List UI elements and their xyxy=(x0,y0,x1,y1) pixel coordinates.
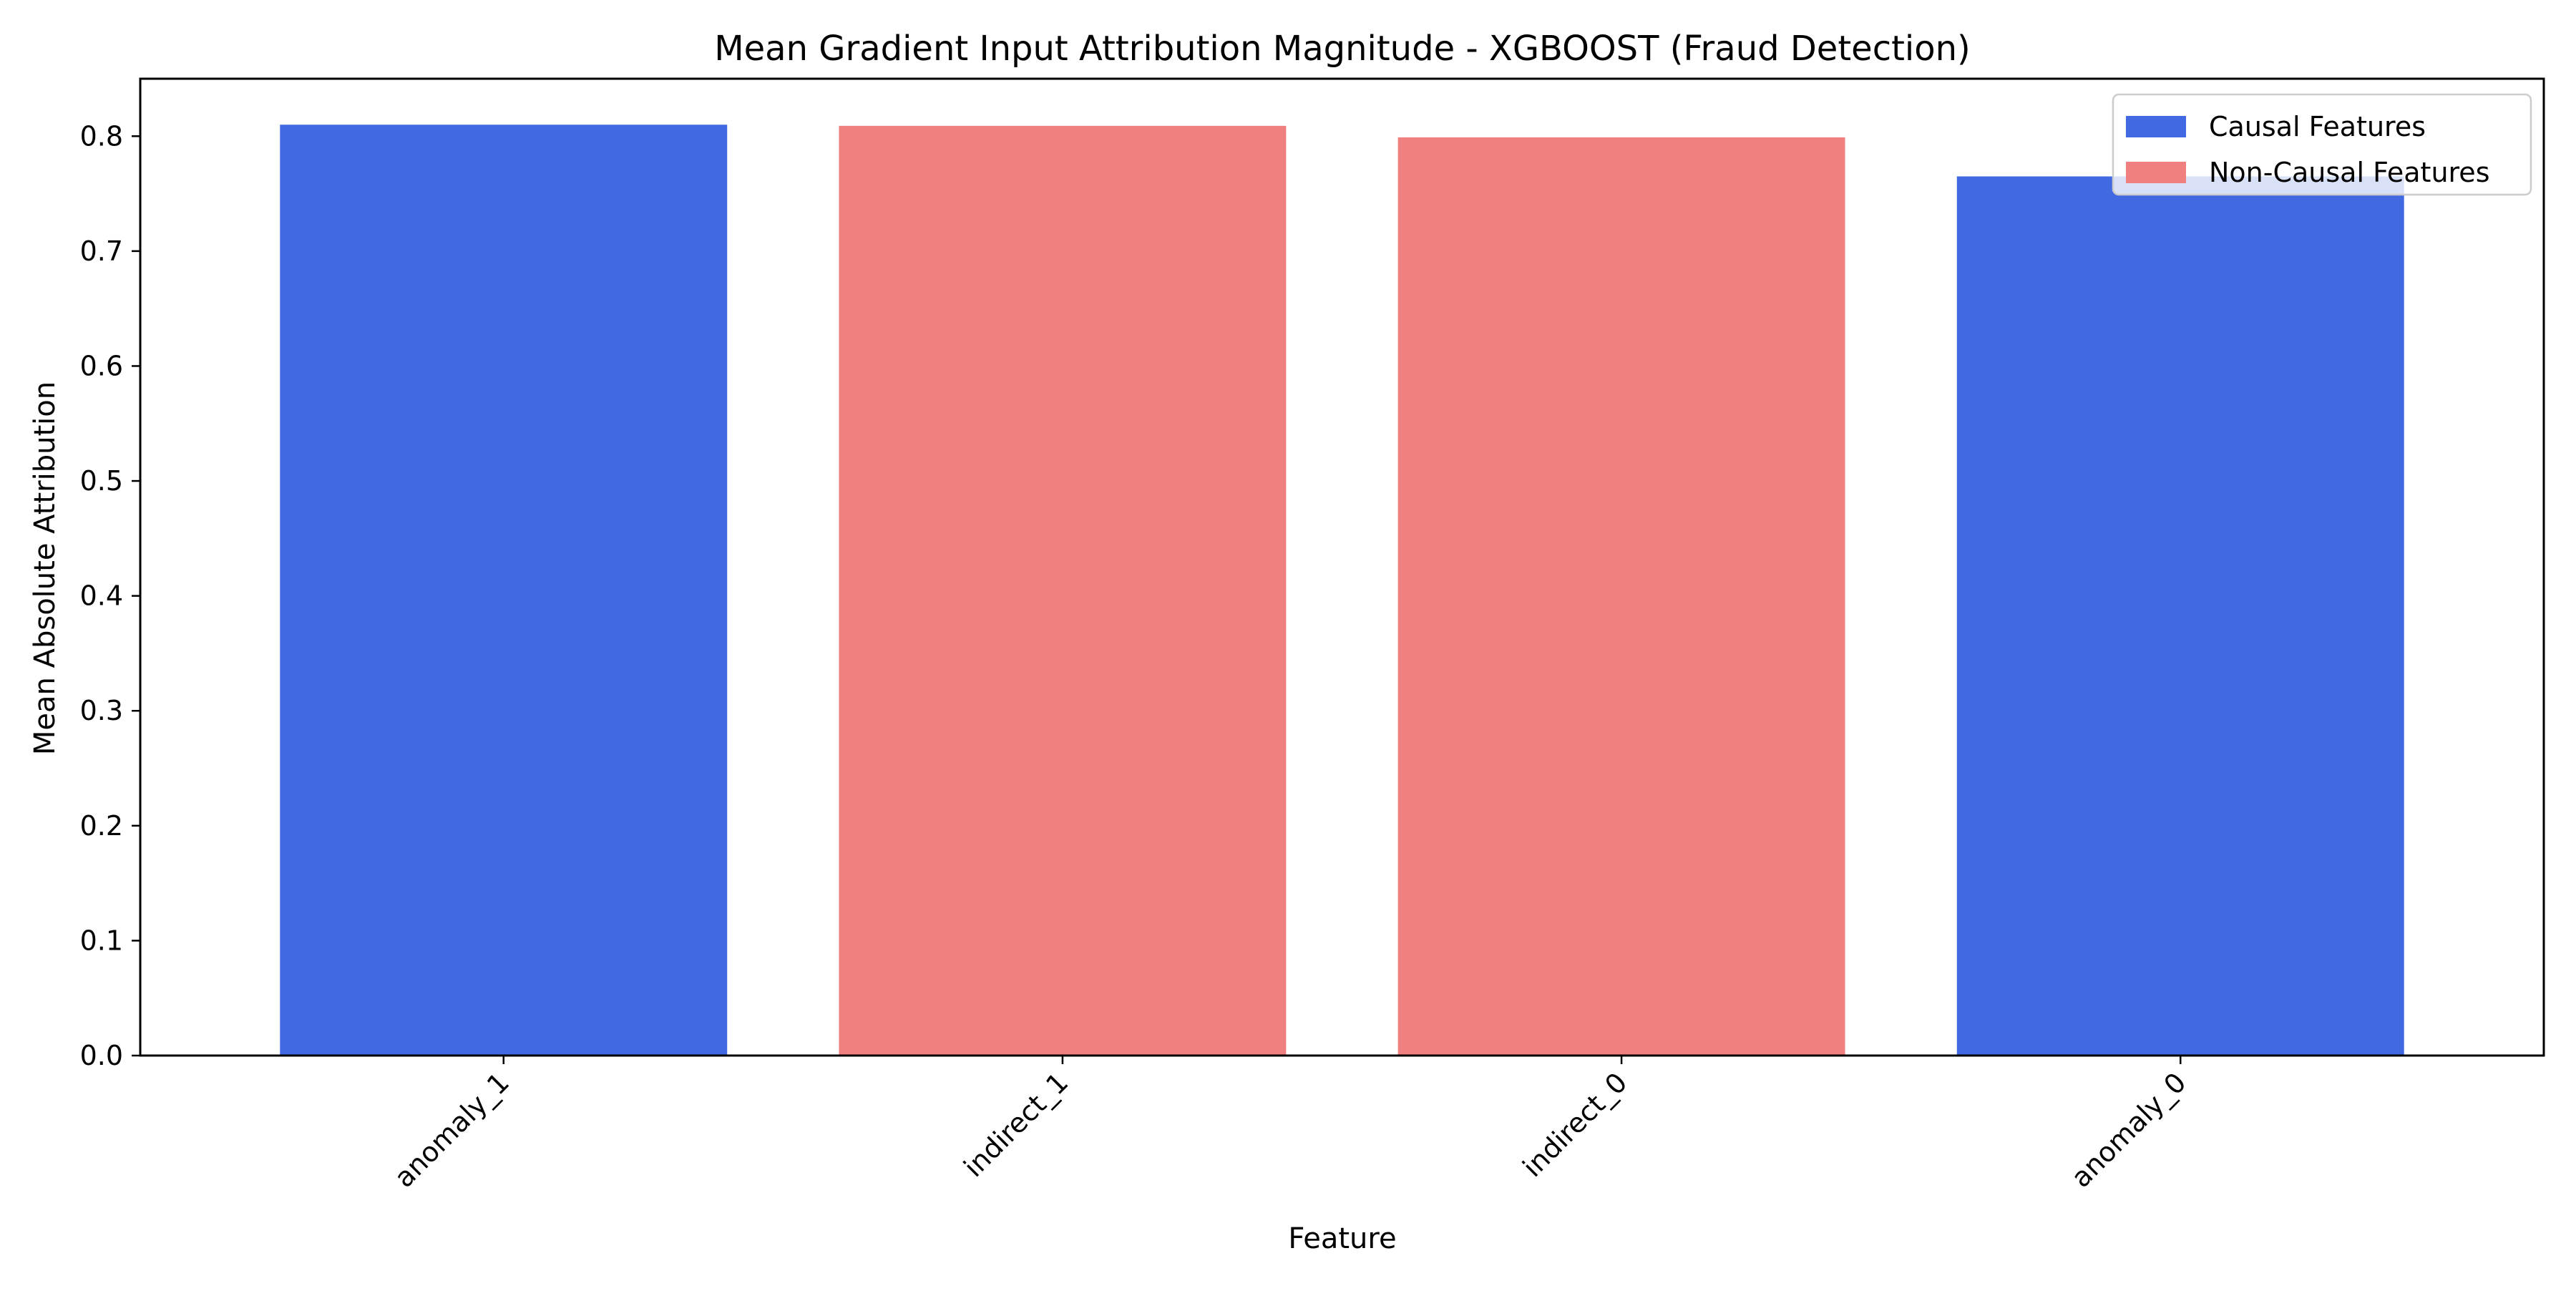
legend-swatch xyxy=(2126,162,2186,183)
legend-frame xyxy=(2112,93,2532,196)
legend-swatch xyxy=(2126,116,2186,137)
x-tick-label-indirect_1: indirect_1 xyxy=(957,1066,1074,1183)
y-tick-label: 0.4 xyxy=(80,580,123,612)
legend-label: Causal Features xyxy=(2209,111,2426,142)
bar-indirect_1 xyxy=(839,125,1287,1056)
x-axis-label: Feature xyxy=(1288,1222,1396,1255)
bars xyxy=(280,125,2404,1056)
x-tick-label-anomaly_0: anomaly_0 xyxy=(2065,1066,2192,1194)
y-tick-label: 0.8 xyxy=(80,120,123,152)
plot-frame xyxy=(139,77,2545,1057)
x-tick-label-indirect_0: indirect_0 xyxy=(1516,1066,1633,1183)
legend-label: Non-Causal Features xyxy=(2209,157,2490,188)
y-tick-label: 0.7 xyxy=(80,235,123,267)
y-tick-label: 0.5 xyxy=(80,465,123,497)
y-axis-label: Mean Absolute Attribution xyxy=(29,381,62,755)
bar-indirect_0 xyxy=(1397,137,1845,1056)
legend: Causal Features Non-Causal Features xyxy=(2112,93,2532,196)
x-axis: anomaly_1 indirect_1 indirect_0 anomaly_0 xyxy=(389,1056,2192,1194)
y-tick-label: 0.1 xyxy=(80,925,123,956)
x-tick-label-anomaly_1: anomaly_1 xyxy=(389,1066,516,1194)
y-tick-label: 0.6 xyxy=(80,350,123,381)
y-axis: 0.0 0.1 0.2 0.3 0.4 0.5 0.6 0.7 0.8 xyxy=(80,120,140,1071)
chart-title: Mean Gradient Input Attribution Magnitud… xyxy=(714,29,1971,69)
bar-anomaly_0 xyxy=(1956,176,2404,1056)
y-tick-label: 0.2 xyxy=(80,810,123,842)
bar-anomaly_1 xyxy=(280,125,728,1056)
y-tick-label: 0.0 xyxy=(80,1040,123,1071)
y-tick-label: 0.3 xyxy=(80,695,123,726)
